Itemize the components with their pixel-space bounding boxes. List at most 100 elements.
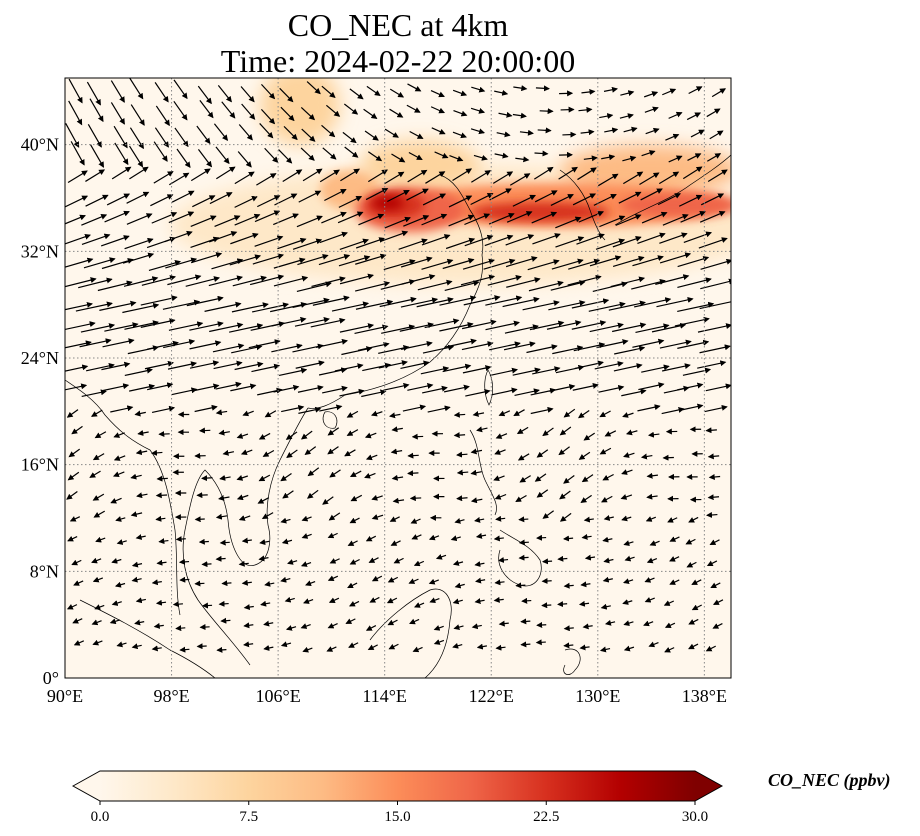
wind-arrow	[135, 449, 148, 456]
wind-arrow	[354, 324, 389, 334]
wind-arrow	[86, 81, 101, 106]
wind-arrow	[583, 155, 598, 162]
wind-arrow	[348, 642, 359, 648]
wind-arrow	[104, 210, 130, 223]
wind-arrow	[541, 602, 552, 609]
wind-arrow	[475, 577, 486, 584]
wind-arrow	[536, 449, 549, 458]
wind-arrow	[711, 88, 727, 98]
wind-arrow	[124, 237, 154, 250]
wind-arrow	[151, 579, 162, 586]
wind-arrow	[163, 339, 196, 349]
wind-arrow	[365, 454, 378, 461]
wind-arrow	[489, 188, 512, 201]
wind-arrow	[301, 128, 316, 142]
wind-arrow	[110, 405, 134, 413]
wind-arrow	[474, 561, 485, 567]
wind-arrow	[474, 598, 485, 604]
latitude-axis: 0° 8°N 16°N 24°N 32°N 40°N	[21, 135, 59, 688]
latitude-tick-label: 8°N	[30, 561, 59, 581]
wind-arrow	[106, 193, 131, 206]
wind-arrow	[470, 497, 483, 504]
longitude-tick-label: 122°E	[469, 686, 514, 706]
wind-arrow	[572, 382, 599, 391]
wind-arrow	[329, 558, 340, 564]
wind-arrow	[114, 581, 126, 588]
wind-arrow	[146, 382, 174, 391]
wind-arrow	[186, 295, 224, 307]
wind-arrow	[371, 494, 383, 501]
wind-arrow	[171, 190, 195, 203]
wind-arrow	[113, 432, 125, 438]
wind-arrow	[433, 639, 445, 645]
wind-arrow	[677, 382, 704, 391]
wind-arrow	[131, 643, 142, 650]
wind-arrow	[646, 557, 658, 564]
wind-arrow	[261, 512, 274, 519]
wind-arrow	[421, 234, 451, 246]
wind-arrow	[434, 151, 449, 159]
wind-arrow	[427, 405, 451, 413]
wind-arrow	[503, 341, 536, 351]
wind-arrow	[339, 238, 369, 250]
gridlines	[65, 78, 731, 678]
wind-arrow	[389, 412, 401, 419]
wind-arrow	[281, 404, 305, 413]
wind-arrow	[603, 515, 614, 521]
wind-arrow	[298, 406, 322, 414]
wind-arrow	[691, 604, 703, 611]
wind-arrow	[358, 213, 385, 226]
wind-arrow	[216, 166, 236, 180]
wind-arrow	[641, 364, 670, 373]
wind-arrow	[349, 558, 360, 565]
wind-arrow	[264, 580, 275, 587]
wind-arrow	[368, 557, 379, 563]
wind-arrow	[140, 295, 178, 306]
wind-arrow	[349, 470, 362, 478]
wind-arrow	[443, 384, 470, 393]
wind-arrow	[599, 447, 612, 455]
wind-arrow	[389, 88, 405, 98]
wind-arrow	[532, 366, 561, 375]
wind-arrow	[92, 639, 103, 646]
wind-arrow	[541, 558, 553, 565]
wind-arrow	[115, 516, 126, 522]
wind-arrow	[140, 318, 176, 328]
wind-arrow	[485, 320, 520, 331]
wind-arrow	[331, 301, 370, 312]
wind-arrow	[460, 274, 496, 286]
wind-arrow	[384, 171, 405, 185]
wind-arrow	[618, 191, 642, 204]
wind-arrow	[343, 103, 359, 115]
wind-arrow	[379, 296, 417, 308]
wind-arrow	[386, 597, 398, 604]
wind-arrow	[155, 599, 167, 606]
wind-arrow	[445, 237, 476, 250]
wind-arrow	[562, 131, 577, 138]
wind-arrow	[111, 557, 122, 564]
wind-arrow	[189, 321, 224, 331]
colorbar-extend-max	[695, 771, 722, 801]
wind-arrow	[677, 301, 715, 313]
wind-arrow	[578, 210, 605, 223]
wind-arrow	[322, 385, 348, 394]
wind-arrow	[296, 215, 323, 228]
wind-arrow	[153, 622, 164, 629]
wind-arrow	[315, 338, 348, 349]
wind-arrow	[70, 141, 85, 166]
longitude-tick-label: 130°E	[575, 686, 620, 706]
wind-arrow	[325, 104, 341, 117]
wind-arrow	[471, 170, 492, 183]
wind-arrow	[154, 82, 169, 103]
wind-arrow	[448, 214, 475, 227]
wind-arrow	[194, 516, 205, 523]
figure-title: CO_NEC at 4km	[287, 7, 509, 43]
wind-arrow	[378, 345, 410, 354]
wind-arrow	[632, 255, 664, 267]
wind-arrow	[515, 582, 526, 589]
wind-arrow	[557, 601, 568, 608]
wind-arrow	[506, 211, 533, 223]
wind-arrow	[699, 210, 726, 223]
wind-arrow	[114, 142, 129, 166]
wind-arrow	[390, 448, 403, 455]
